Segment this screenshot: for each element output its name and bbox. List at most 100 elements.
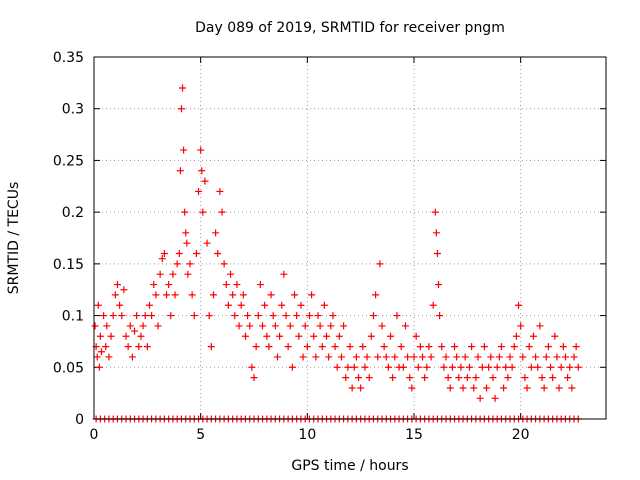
plot-frame: [93, 56, 607, 420]
data-point: [517, 322, 525, 330]
data-point: [480, 343, 488, 351]
data-point: [261, 301, 269, 309]
y-tick-label: 0.35: [53, 50, 84, 66]
data-point: [435, 281, 443, 289]
data-point: [248, 363, 256, 371]
data-point: [384, 363, 392, 371]
data-point: [165, 281, 173, 289]
data-point: [190, 312, 198, 320]
x-tick-label: 15: [405, 427, 423, 443]
x-axis-label: GPS time / hours: [291, 458, 408, 474]
data-point: [201, 177, 209, 185]
data-point: [152, 291, 160, 299]
data-point: [100, 312, 108, 320]
data-point: [512, 332, 520, 340]
data-point: [250, 374, 258, 382]
data-point: [95, 363, 103, 371]
y-axis-label: SRMTID / TECUs: [6, 182, 22, 295]
data-point: [335, 332, 343, 340]
data-point: [288, 363, 296, 371]
data-point: [207, 343, 215, 351]
data-point: [224, 301, 232, 309]
data-point: [137, 332, 145, 340]
data-point: [342, 374, 350, 382]
data-point: [442, 353, 450, 361]
data-point: [209, 291, 217, 299]
data-point: [329, 312, 337, 320]
data-point: [303, 343, 311, 351]
data-point: [331, 343, 339, 351]
data-point: [179, 84, 187, 92]
data-point: [536, 322, 544, 330]
data-point: [254, 312, 262, 320]
data-point: [483, 384, 491, 392]
data-point: [433, 250, 441, 258]
data-point: [126, 322, 134, 330]
data-point: [222, 281, 230, 289]
data-point: [519, 353, 527, 361]
y-tick-label: 0.15: [53, 257, 84, 273]
chart-title: Day 089 of 2019, SRMTID for receiver png…: [195, 20, 505, 36]
data-point: [376, 260, 384, 268]
data-point: [542, 353, 550, 361]
data-point: [188, 291, 196, 299]
data-point: [231, 312, 239, 320]
data-point: [133, 312, 141, 320]
data-point: [173, 260, 181, 268]
data-point: [241, 332, 249, 340]
data-point: [107, 332, 115, 340]
data-point: [423, 363, 431, 371]
data-point: [233, 281, 241, 289]
data-point: [105, 353, 113, 361]
data-point: [451, 343, 459, 351]
data-point: [497, 343, 505, 351]
data-point: [453, 353, 461, 361]
data-point: [167, 312, 175, 320]
data-point: [195, 187, 203, 195]
data-point: [367, 332, 375, 340]
data-point: [414, 363, 422, 371]
data-point: [227, 270, 235, 278]
data-point: [184, 270, 192, 278]
data-point: [470, 384, 478, 392]
data-point: [305, 312, 313, 320]
data-point: [218, 208, 226, 216]
data-point: [359, 343, 367, 351]
y-tick-label: 0.25: [53, 153, 84, 169]
data-point: [523, 384, 531, 392]
data-point: [205, 312, 213, 320]
data-point: [316, 322, 324, 330]
data-point: [102, 343, 110, 351]
data-point: [116, 301, 124, 309]
data-point: [148, 312, 156, 320]
data-point: [269, 312, 277, 320]
data-point: [374, 353, 382, 361]
data-point: [175, 250, 183, 258]
data-point: [346, 343, 354, 351]
data-point: [570, 353, 578, 361]
data-point: [203, 239, 211, 247]
data-point: [197, 146, 205, 154]
data-point: [348, 384, 356, 392]
data-point: [135, 343, 143, 351]
data-points: [91, 84, 582, 423]
data-point: [489, 374, 497, 382]
data-point: [239, 291, 247, 299]
data-point: [568, 384, 576, 392]
x-tick-label: 5: [196, 427, 205, 443]
data-point: [143, 343, 151, 351]
data-point: [361, 363, 369, 371]
data-point: [312, 353, 320, 361]
data-point: [182, 229, 190, 237]
data-point: [120, 286, 128, 294]
data-point: [131, 327, 139, 335]
data-point: [404, 353, 412, 361]
y-tick-label: 0.3: [62, 102, 84, 118]
data-point: [139, 322, 147, 330]
data-point: [94, 301, 102, 309]
data-point: [461, 353, 469, 361]
data-point: [344, 363, 352, 371]
data-point: [96, 332, 104, 340]
grid-lines: [94, 57, 606, 419]
